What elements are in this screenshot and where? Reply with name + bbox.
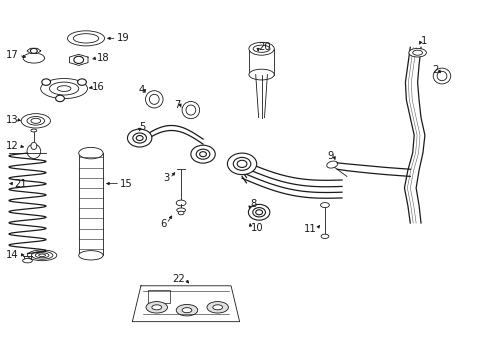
Ellipse shape — [31, 129, 37, 132]
Circle shape — [133, 133, 146, 143]
Ellipse shape — [248, 42, 274, 55]
Ellipse shape — [176, 208, 185, 212]
Ellipse shape — [146, 302, 167, 313]
Circle shape — [255, 210, 262, 215]
Text: 22: 22 — [172, 274, 184, 284]
Text: 21: 21 — [14, 179, 27, 189]
Text: 10: 10 — [250, 223, 263, 233]
Text: 8: 8 — [250, 199, 256, 210]
Ellipse shape — [182, 102, 199, 119]
Circle shape — [127, 129, 152, 147]
Ellipse shape — [27, 144, 41, 158]
Ellipse shape — [176, 200, 185, 206]
Text: 4: 4 — [138, 85, 144, 95]
Ellipse shape — [185, 105, 195, 115]
Circle shape — [41, 79, 50, 85]
Circle shape — [196, 149, 209, 159]
Text: 7: 7 — [173, 100, 180, 110]
Text: 1: 1 — [420, 36, 427, 46]
Text: 5: 5 — [140, 122, 146, 132]
Ellipse shape — [432, 68, 450, 84]
Text: 13: 13 — [6, 115, 19, 125]
Text: 3: 3 — [163, 173, 169, 183]
Ellipse shape — [21, 114, 50, 128]
Circle shape — [248, 204, 269, 220]
Text: 16: 16 — [92, 82, 105, 93]
Ellipse shape — [253, 45, 269, 52]
Text: 18: 18 — [97, 53, 110, 63]
Ellipse shape — [212, 305, 222, 310]
Ellipse shape — [408, 48, 426, 57]
Ellipse shape — [412, 50, 422, 55]
Circle shape — [190, 145, 215, 163]
Circle shape — [136, 135, 143, 140]
Ellipse shape — [31, 118, 41, 123]
Ellipse shape — [178, 211, 183, 215]
Ellipse shape — [248, 69, 274, 80]
Ellipse shape — [182, 308, 191, 313]
Polygon shape — [69, 54, 88, 66]
Text: 15: 15 — [120, 179, 133, 189]
Circle shape — [237, 160, 246, 167]
Ellipse shape — [326, 161, 337, 168]
Text: 20: 20 — [258, 42, 270, 52]
Circle shape — [227, 153, 256, 175]
Text: 12: 12 — [6, 141, 19, 151]
Bar — [79, 153, 103, 255]
Text: 14: 14 — [6, 249, 19, 260]
Text: 2: 2 — [431, 64, 438, 75]
Text: 6: 6 — [160, 219, 166, 229]
Ellipse shape — [41, 78, 87, 99]
Ellipse shape — [79, 251, 103, 260]
Polygon shape — [132, 286, 239, 321]
Ellipse shape — [67, 31, 104, 46]
Ellipse shape — [436, 71, 446, 81]
Circle shape — [30, 48, 37, 53]
Ellipse shape — [320, 203, 329, 208]
Text: 9: 9 — [326, 150, 333, 161]
Ellipse shape — [321, 234, 328, 238]
Ellipse shape — [73, 34, 99, 43]
Bar — [248, 49, 274, 75]
Circle shape — [252, 208, 265, 217]
Text: 17: 17 — [6, 50, 19, 60]
Ellipse shape — [31, 142, 37, 149]
Circle shape — [56, 95, 64, 102]
Polygon shape — [27, 48, 41, 54]
Ellipse shape — [79, 147, 103, 159]
Ellipse shape — [23, 53, 44, 63]
Ellipse shape — [22, 258, 32, 263]
Circle shape — [233, 157, 250, 170]
Circle shape — [78, 79, 86, 85]
Ellipse shape — [145, 91, 163, 108]
Ellipse shape — [152, 305, 161, 310]
Text: 19: 19 — [117, 33, 129, 43]
Text: 11: 11 — [304, 224, 316, 234]
Ellipse shape — [27, 117, 44, 125]
Ellipse shape — [149, 94, 159, 104]
Bar — [148, 291, 169, 303]
Ellipse shape — [49, 82, 79, 95]
Circle shape — [74, 56, 83, 63]
Circle shape — [199, 152, 206, 157]
Ellipse shape — [206, 302, 228, 313]
Ellipse shape — [176, 305, 197, 316]
Ellipse shape — [57, 86, 71, 91]
